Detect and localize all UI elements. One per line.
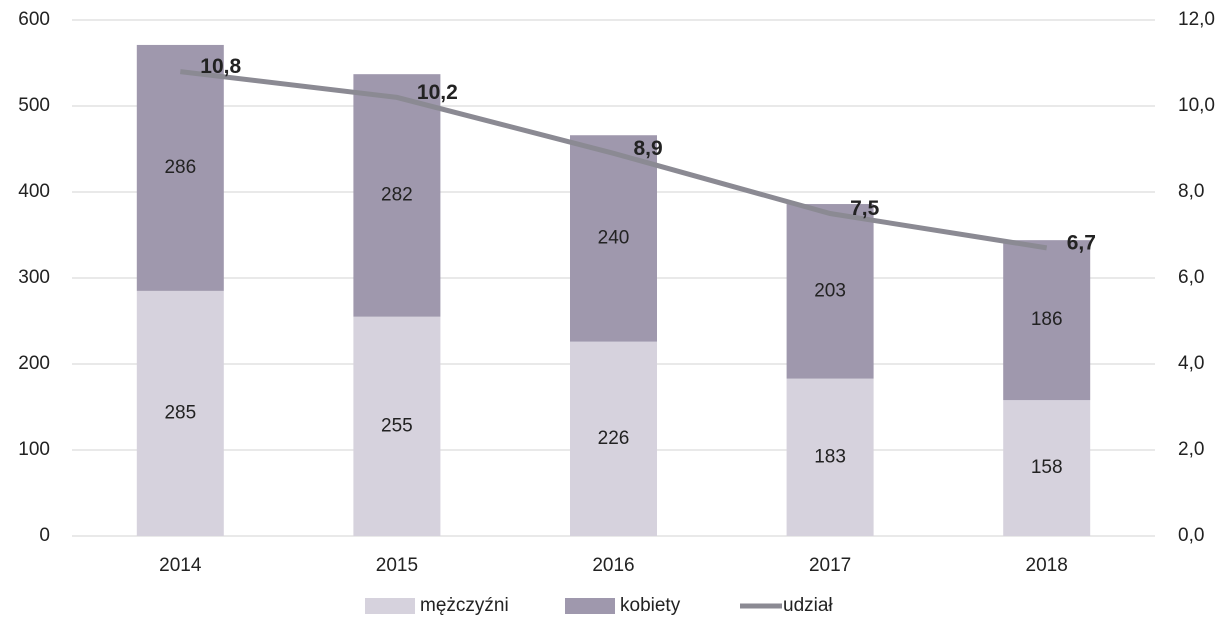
legend-swatch [365,598,415,614]
legend-swatch [565,598,615,614]
x-tick-label: 2017 [809,555,851,576]
bar-value-label: 285 [164,402,196,423]
x-tick-label: 2016 [592,555,634,576]
line-value-label: 6,7 [1067,231,1096,254]
legend-label: udział [783,595,833,616]
bar [786,204,874,379]
bar-value-label: 240 [598,227,630,248]
bar [136,44,224,291]
legend-label: kobiety [620,595,681,616]
line-value-label: 8,9 [634,137,663,160]
line [180,69,1048,251]
y-tick-label: 400 [18,181,50,202]
y2-tick-label: 8,0 [1178,181,1204,202]
bar [570,135,657,342]
bar-value-label: 186 [1031,309,1063,330]
y-tick-label: 500 [18,95,50,116]
bar-value-label: 203 [814,280,846,301]
line-value-label: 10,2 [417,81,458,104]
x-tick-label: 2015 [376,555,418,576]
bar-value-label: 282 [381,184,413,205]
legend-label: mężczyźni [420,595,509,616]
y-tick-label: 600 [18,9,50,30]
bar [570,341,657,536]
bar [353,74,441,317]
y2-tick-label: 6,0 [1178,267,1204,288]
y2-tick-label: 4,0 [1178,353,1204,374]
y-tick-label: 100 [18,439,50,460]
bar-value-label: 226 [598,428,630,449]
y2-tick-label: 10,0 [1178,95,1215,116]
bar-value-label: 183 [814,446,846,467]
y2-tick-label: 0,0 [1178,525,1204,546]
y-tick-label: 300 [18,267,50,288]
line-value-label: 10,8 [200,55,241,78]
bar-value-label: 255 [381,415,413,436]
y-tick-label: 0 [39,525,50,546]
x-tick-label: 2014 [159,555,202,576]
bar [1003,240,1091,401]
y2-tick-label: 12,0 [1178,9,1215,30]
y2-tick-label: 2,0 [1178,439,1204,460]
bar [353,316,441,536]
line-value-label: 7,5 [850,197,880,220]
y-tick-label: 200 [18,353,50,374]
bar [786,378,874,536]
bar [136,290,224,536]
x-tick-label: 2018 [1026,555,1068,576]
bar [1003,400,1091,536]
bar-value-label: 158 [1031,457,1063,478]
bar-value-label: 286 [164,157,196,178]
